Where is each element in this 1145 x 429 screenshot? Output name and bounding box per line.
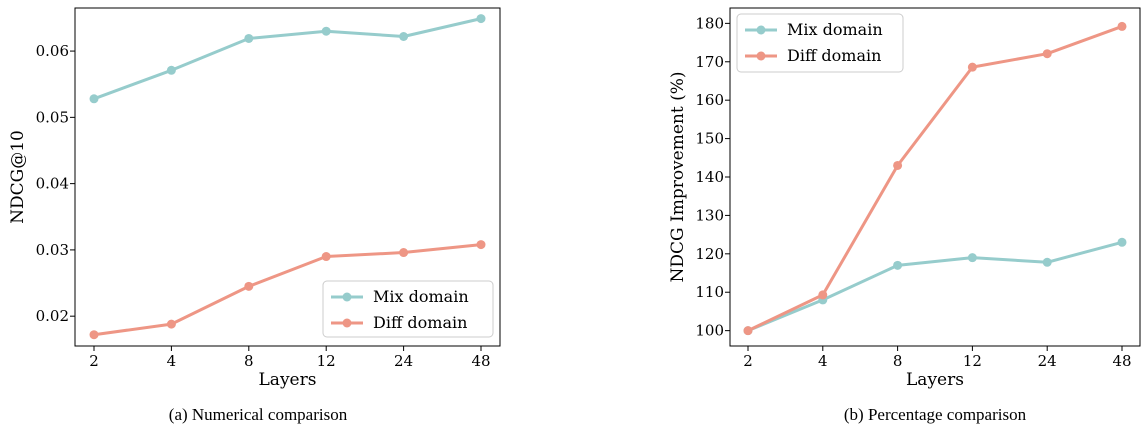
- y-tick-label: 0.02: [36, 307, 69, 325]
- data-point-diff: [818, 290, 828, 300]
- x-tick-label: 24: [394, 352, 413, 370]
- y-tick-label: 180: [695, 14, 724, 32]
- data-point-diff: [321, 252, 331, 262]
- data-point-diff: [743, 326, 753, 336]
- legend-label-mix: Mix domain: [373, 287, 469, 306]
- x-tick-label: 12: [963, 352, 982, 370]
- figure-caption: (a) Numerical comparison: [169, 405, 348, 424]
- legend-label-diff: Diff domain: [787, 46, 881, 65]
- data-point-mix: [244, 33, 254, 43]
- y-tick-label: 100: [695, 322, 724, 340]
- x-tick-label: 24: [1038, 352, 1057, 370]
- data-point-mix: [321, 26, 331, 36]
- data-point-mix: [399, 31, 409, 41]
- y-axis-label: NDCG@10: [8, 130, 28, 224]
- data-point-diff: [1117, 21, 1127, 31]
- data-point-diff: [1042, 49, 1052, 59]
- y-tick-label: 140: [695, 168, 724, 186]
- chart-numerical-comparison: 0.020.030.040.050.062 4 8 12 24 48LayersNDCG@…: [8, 7, 501, 424]
- legend-marker-diff: [342, 318, 352, 328]
- data-point-mix: [1042, 257, 1052, 267]
- data-point-diff: [399, 248, 409, 258]
- data-point-mix: [1117, 237, 1127, 247]
- data-point-diff: [476, 240, 486, 250]
- legend-marker-diff: [756, 51, 766, 61]
- x-tick-label: 4: [167, 352, 177, 370]
- y-axis-label: NDCG Improvement (%): [668, 71, 688, 282]
- y-tick-label: 0.03: [36, 241, 69, 259]
- y-tick-label: 0.06: [36, 42, 69, 60]
- legend-box: [322, 280, 494, 338]
- data-point-mix: [967, 253, 977, 263]
- x-tick-label: 12: [317, 352, 336, 370]
- data-point-mix: [893, 260, 903, 270]
- data-point-diff: [244, 281, 254, 291]
- data-point-diff: [967, 62, 977, 72]
- x-tick-label: 2: [89, 352, 99, 370]
- series-line-mix: [93, 17, 482, 101]
- series-line-diff: [93, 243, 482, 337]
- y-tick-label: 110: [695, 283, 724, 301]
- x-tick-label: 8: [244, 352, 254, 370]
- data-point-mix: [476, 14, 486, 24]
- x-tick-label: 4: [818, 352, 828, 370]
- data-point-diff: [89, 330, 99, 340]
- y-tick-label: 120: [695, 245, 724, 263]
- data-point-mix: [166, 65, 176, 75]
- x-tick-label: 48: [471, 352, 490, 370]
- legend-label-mix: Mix domain: [787, 20, 883, 39]
- legend-marker-mix: [342, 292, 352, 302]
- legend-label-diff: Diff domain: [373, 313, 467, 332]
- data-point-diff: [166, 319, 176, 329]
- y-tick-label: 0.05: [36, 108, 69, 126]
- legend-marker-mix: [756, 25, 766, 35]
- data-point-mix: [89, 94, 99, 104]
- y-tick-label: 160: [695, 91, 724, 109]
- x-axis-label: Layers: [906, 370, 964, 390]
- y-tick-label: 0.04: [36, 175, 69, 193]
- y-tick-label: 130: [695, 206, 724, 224]
- series-line-mix: [747, 240, 1123, 333]
- figure-caption: (b) Percentage comparison: [844, 405, 1027, 424]
- y-tick-label: 170: [695, 53, 724, 71]
- x-axis-label: Layers: [259, 370, 317, 390]
- series-line-diff: [747, 25, 1123, 332]
- data-point-diff: [893, 160, 903, 170]
- y-tick-label: 150: [695, 130, 724, 148]
- x-tick-label: 48: [1112, 352, 1131, 370]
- x-tick-label: 8: [893, 352, 903, 370]
- legend-box: [736, 13, 904, 73]
- plot-frame: [74, 7, 501, 347]
- x-tick-label: 2: [743, 352, 753, 370]
